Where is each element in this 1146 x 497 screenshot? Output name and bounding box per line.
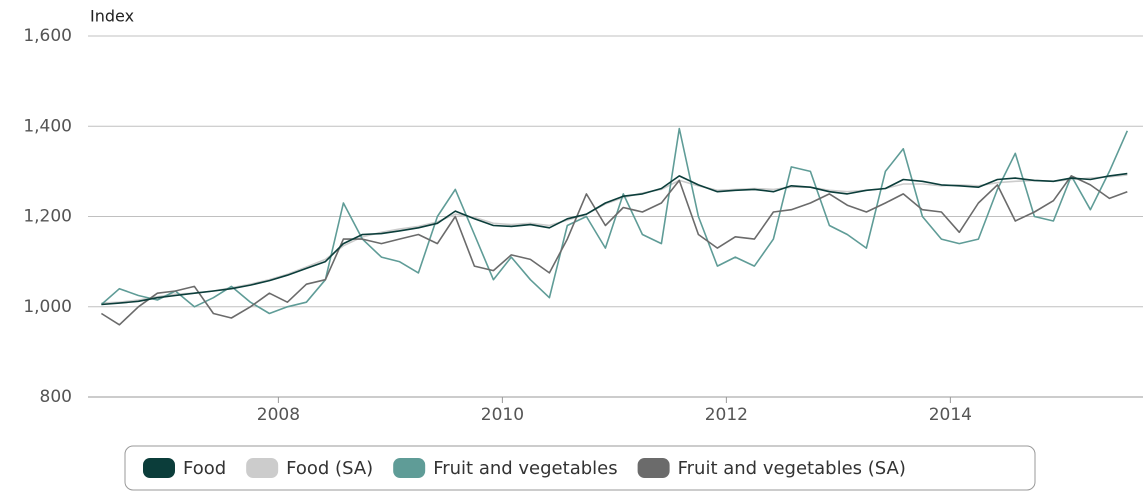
legend-label: Fruit and vegetables xyxy=(433,458,617,479)
y-tick-label: 1,200 xyxy=(23,207,72,227)
x-tick-label: 2010 xyxy=(481,405,524,425)
y-axis-label: Index xyxy=(90,7,134,26)
legend-swatch xyxy=(143,458,175,478)
y-tick-label: 1,000 xyxy=(23,297,72,317)
y-tick-label: 800 xyxy=(40,387,72,407)
legend-box xyxy=(124,445,1036,491)
x-tick-label: 2014 xyxy=(929,405,972,425)
series-line xyxy=(101,172,1128,306)
x-tick-label: 2012 xyxy=(705,405,748,425)
y-tick-label: 1,400 xyxy=(23,116,72,136)
legend-swatch xyxy=(393,458,426,478)
y-tick-label: 1,600 xyxy=(23,26,72,46)
legend-label: Fruit and vegetables (SA) xyxy=(678,458,906,479)
legend-swatch xyxy=(637,458,670,478)
x-tick-label: 2008 xyxy=(257,405,300,425)
legend-label: Food (SA) xyxy=(286,458,373,479)
legend-label: Food xyxy=(183,458,226,479)
legend-swatch xyxy=(246,458,279,478)
series-line xyxy=(100,127,1129,315)
series-line xyxy=(100,175,1128,326)
